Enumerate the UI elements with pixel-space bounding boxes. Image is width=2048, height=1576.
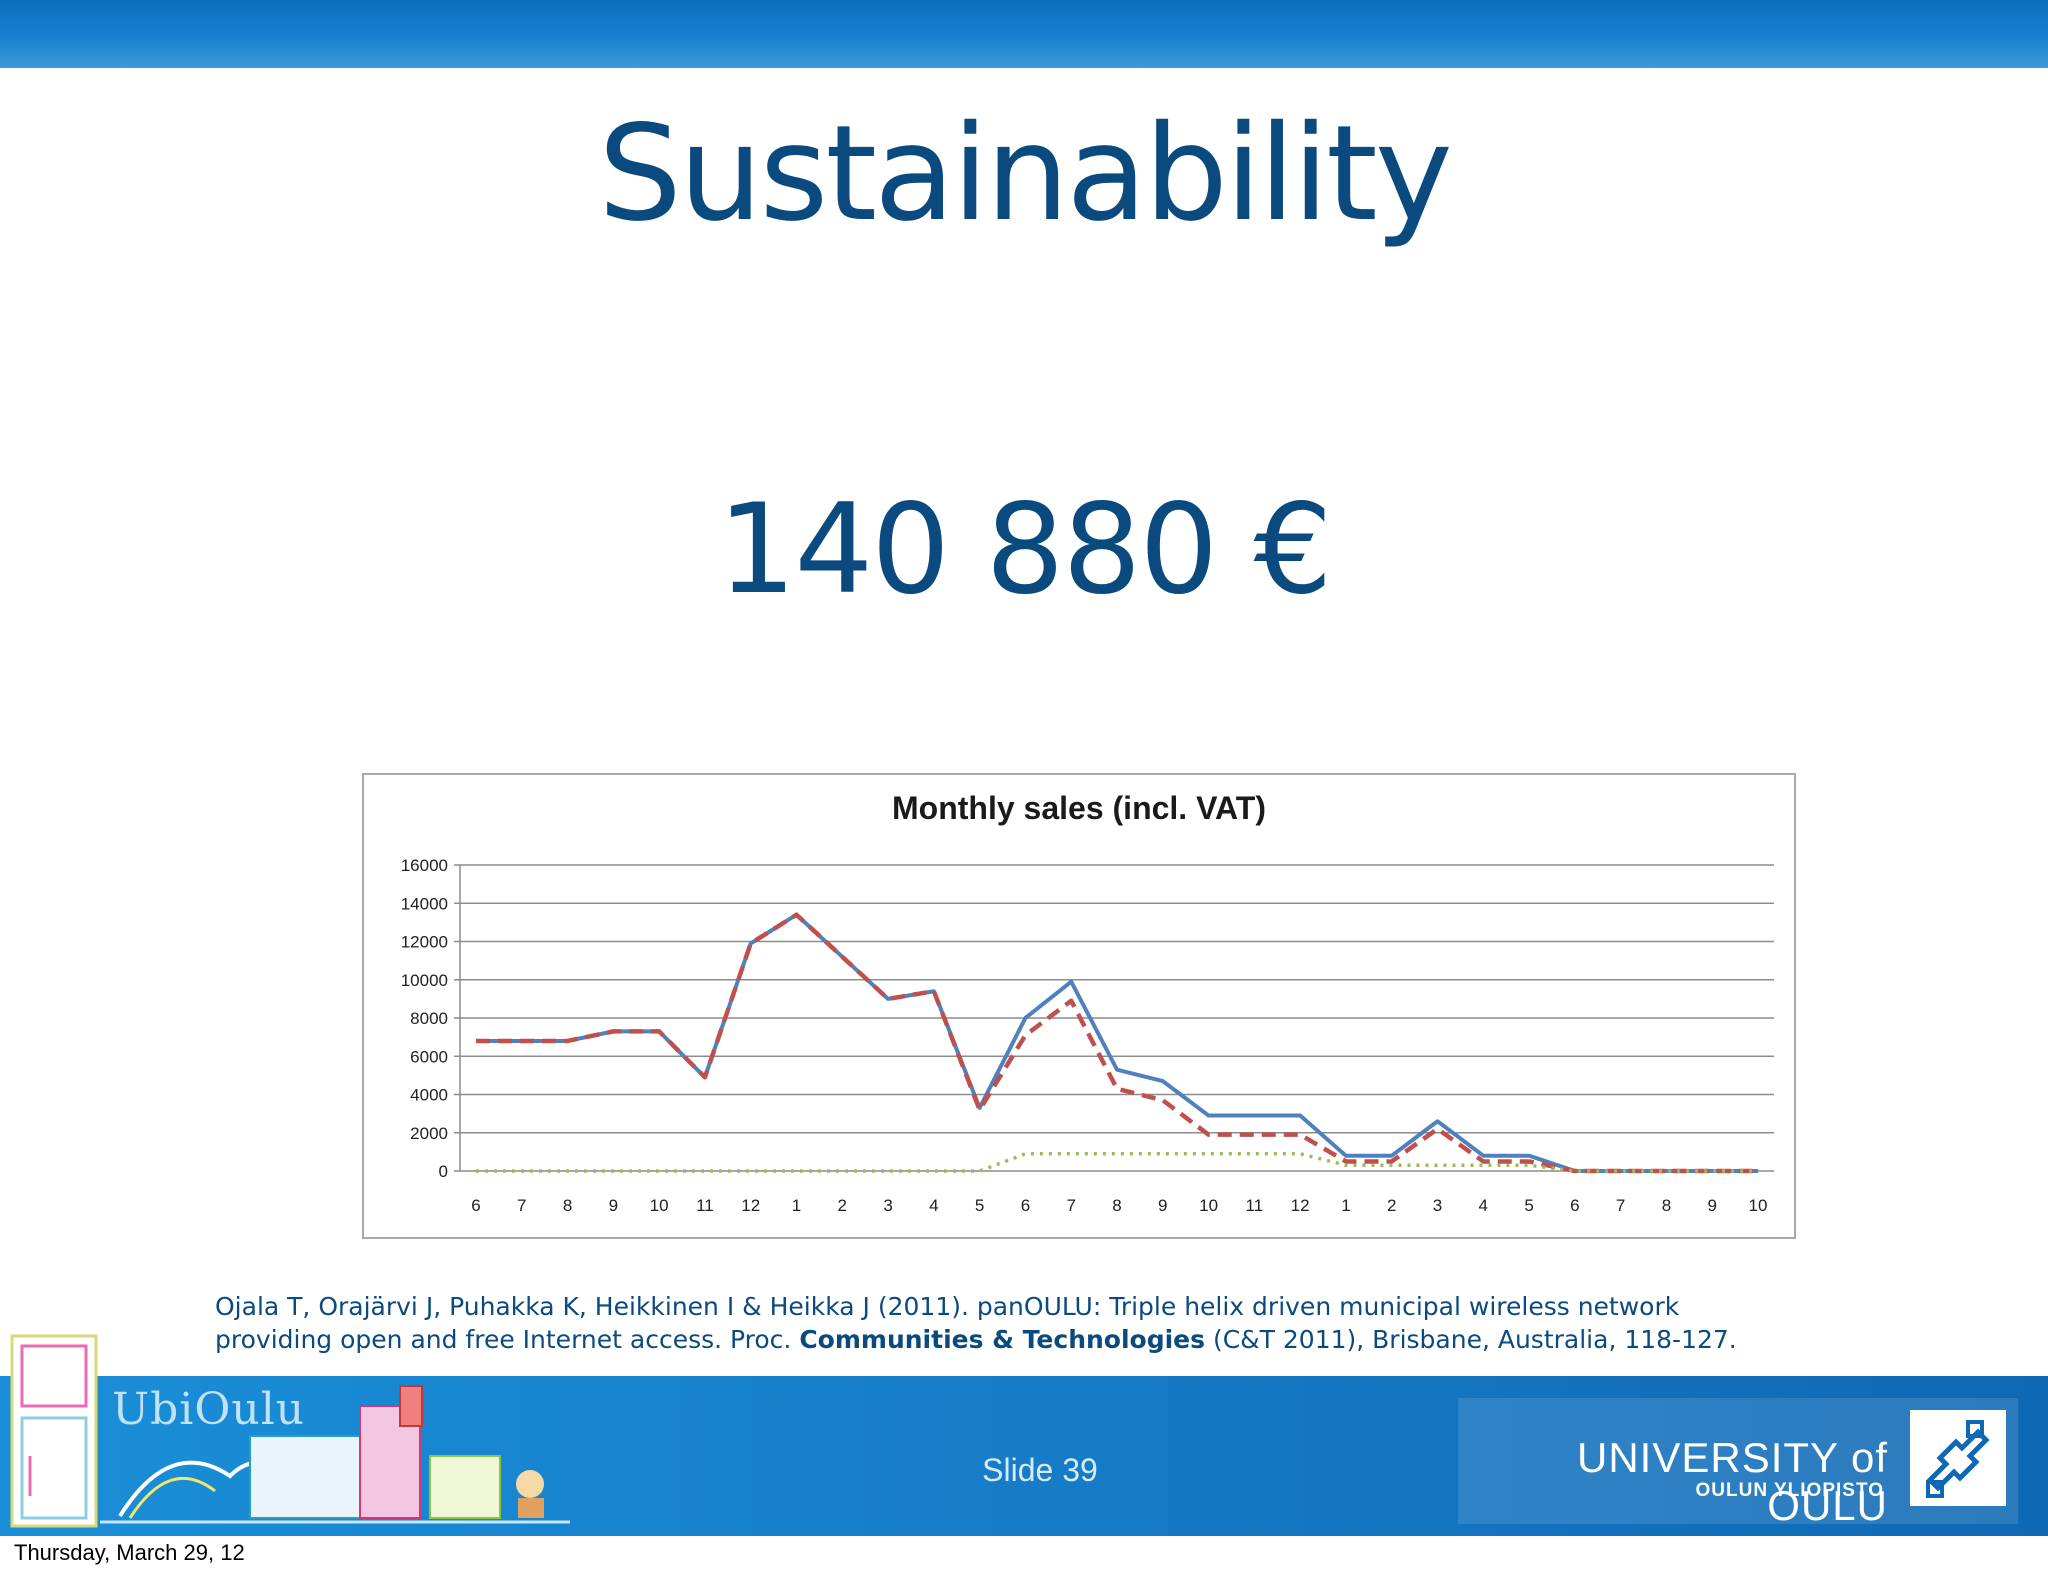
total-amount: 140 880 € — [717, 478, 1332, 622]
citation-line-2-end: (C&T 2011), Brisbane, Australia, 118-127… — [1205, 1325, 1737, 1354]
ubioulu-logo-text: UbiOulu — [112, 1384, 306, 1435]
x-tick-label: 10 — [1749, 1196, 1768, 1215]
series-line-2 — [476, 912, 1758, 1174]
x-tick-label: 4 — [1479, 1196, 1488, 1215]
slide-title: Sustainability — [598, 97, 1453, 251]
series-layer — [476, 912, 1758, 1174]
x-tick-label: 5 — [975, 1196, 984, 1215]
y-axis-ticks: 0 2000 4000 6000 8000 10000 12000 14000 16000 — [401, 856, 448, 1181]
x-tick-label: 7 — [517, 1196, 526, 1215]
university-emblem-icon — [1910, 1410, 2006, 1506]
y-tick-label: 6000 — [410, 1047, 448, 1066]
x-tick-label: 8 — [1662, 1196, 1671, 1215]
citation-conference: Communities & Technologies — [799, 1325, 1206, 1354]
x-tick-label: 12 — [741, 1196, 760, 1215]
x-tick-label: 6 — [1021, 1196, 1030, 1215]
x-tick-label: 3 — [883, 1196, 892, 1215]
date-caption: Thursday, March 29, 12 — [14, 1540, 245, 1565]
x-tick-label: 3 — [1433, 1196, 1442, 1215]
x-tick-label: 10 — [650, 1196, 669, 1215]
x-tick-label: 5 — [1524, 1196, 1533, 1215]
x-tick-label: 9 — [1707, 1196, 1716, 1215]
ubioulu-building-logo — [10, 1334, 570, 1528]
x-tick-label: 2 — [1387, 1196, 1396, 1215]
grid-layer — [454, 864, 1774, 1172]
chart-svg: Monthly sales (incl. VAT) 0 2000 4000 6000 8… — [401, 790, 1774, 1215]
citation-line-2-start: providing open and free Internet access.… — [215, 1325, 800, 1354]
series-line-3 — [476, 1152, 1758, 1173]
citation: Ojala T, Orajärvi J, Puhakka K, Heikkine… — [215, 1290, 1975, 1356]
x-tick-label: 9 — [609, 1196, 618, 1215]
x-tick-label: 2 — [838, 1196, 847, 1215]
x-tick-label: 9 — [1158, 1196, 1167, 1215]
y-tick-label: 2000 — [410, 1124, 448, 1143]
x-axis-ticks: 6 7 8 9 10 11 12 1 2 3 4 5 6 7 8 9 10 11 12 1 2 3 4 5 6 7 8 9 10 — [471, 1196, 1767, 1215]
header-bar — [0, 0, 2048, 68]
x-tick-label: 1 — [1341, 1196, 1350, 1215]
y-tick-label: 16000 — [401, 856, 448, 875]
x-tick-label: 6 — [471, 1196, 480, 1215]
university-name: UNIVERSITY of OULU — [1577, 1434, 1888, 1529]
x-tick-label: 6 — [1570, 1196, 1579, 1215]
university-subtitle: OULUN YLIOPISTO — [1695, 1480, 1884, 1501]
sales-chart: Monthly sales (incl. VAT) 0 2000 4000 6000 8… — [362, 773, 1796, 1239]
x-tick-label: 4 — [929, 1196, 938, 1215]
x-tick-label: 8 — [563, 1196, 572, 1215]
citation-line-2: providing open and free Internet access.… — [215, 1323, 1975, 1356]
x-tick-label: 12 — [1291, 1196, 1310, 1215]
y-tick-label: 0 — [439, 1162, 448, 1181]
y-tick-label: 10000 — [401, 971, 448, 990]
x-tick-label: 10 — [1199, 1196, 1218, 1215]
y-tick-label: 8000 — [410, 1009, 448, 1028]
slide-number: Slide 39 — [982, 1452, 1098, 1488]
x-tick-label: 11 — [1246, 1196, 1264, 1215]
x-tick-label: 7 — [1616, 1196, 1625, 1215]
y-tick-label: 12000 — [401, 933, 448, 952]
y-tick-label: 14000 — [401, 894, 448, 913]
x-tick-label: 8 — [1112, 1196, 1121, 1215]
x-tick-label: 1 — [792, 1196, 801, 1215]
chart-title: Monthly sales (incl. VAT) — [892, 790, 1266, 826]
x-tick-label: 11 — [696, 1196, 714, 1215]
x-tick-label: 7 — [1066, 1196, 1075, 1215]
y-tick-label: 4000 — [410, 1086, 448, 1105]
citation-line-1: Ojala T, Orajärvi J, Puhakka K, Heikkine… — [215, 1292, 1680, 1321]
